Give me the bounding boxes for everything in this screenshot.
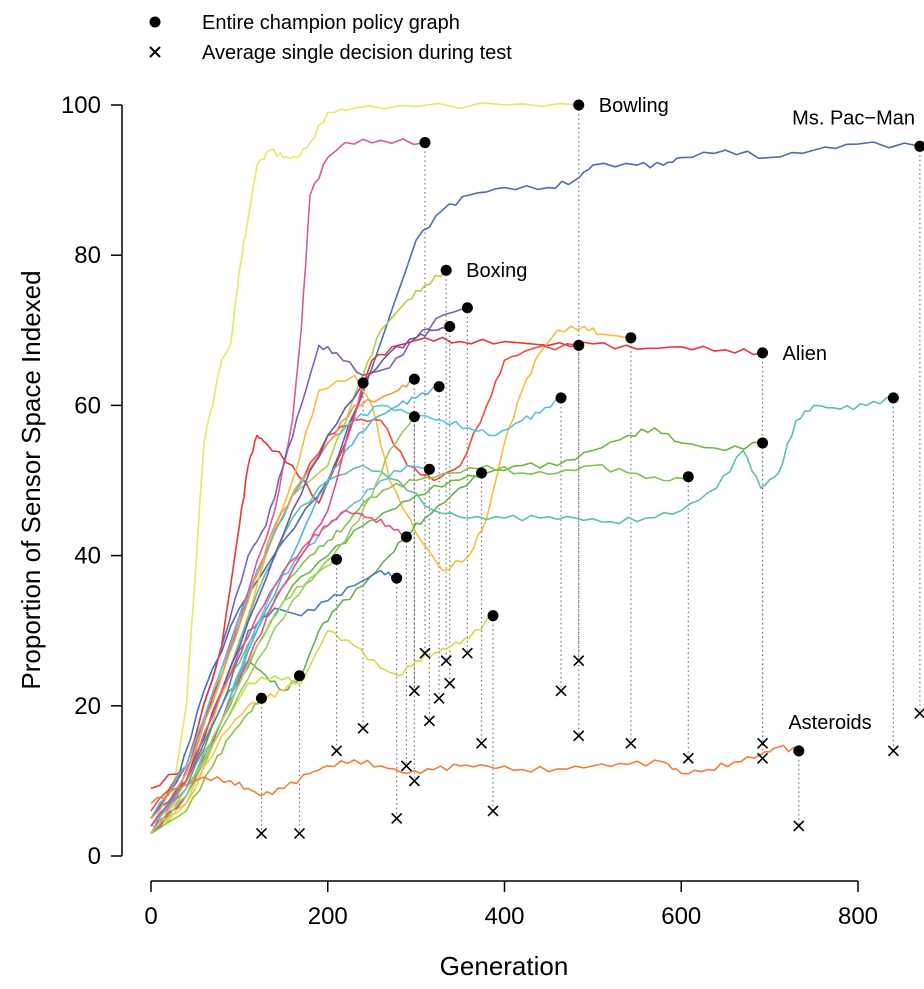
annotation-label: Bowling <box>599 95 669 117</box>
champion-graph-dot <box>408 373 420 385</box>
series-line <box>150 101 579 828</box>
single-decision-cross <box>440 655 452 667</box>
series-line <box>150 325 631 835</box>
champion-graph-dot <box>408 411 420 423</box>
series-lines <box>150 101 921 835</box>
champion-graph-dot <box>461 302 473 314</box>
series-line <box>150 397 562 819</box>
annotation-label: Alien <box>783 343 827 365</box>
series-line <box>150 744 800 804</box>
series-line <box>150 336 763 790</box>
single-decision-cross <box>487 805 499 817</box>
single-decision-cross <box>293 827 306 840</box>
single-decision-cross <box>255 827 268 840</box>
champion-graph-dot <box>555 392 567 404</box>
y-tick-label: 60 <box>74 392 101 419</box>
drop-lines <box>260 105 921 834</box>
single-decision-cross <box>400 760 412 772</box>
champion-graph-dot <box>433 381 445 393</box>
x-tick-label: 400 <box>484 903 524 930</box>
single-decision-cross <box>391 812 403 825</box>
y-tick-label: 20 <box>74 693 101 720</box>
champion-graph-dot <box>331 553 343 565</box>
single-decision-cross <box>682 752 694 764</box>
axes: 0 200 400 600 800 0 20 40 60 80 100 <box>61 92 878 930</box>
annotations: Bowling Ms. Pac−Man Boxing Alien Asteroids <box>466 95 915 734</box>
single-decision-cross <box>793 820 805 832</box>
champion-graph-dot <box>573 99 585 111</box>
champion-graph-dot <box>357 377 369 389</box>
champion-graph-dot <box>573 339 585 351</box>
single-decision-cross <box>433 692 445 704</box>
legend-label: Entire champion policy graph <box>202 12 460 34</box>
series-line <box>150 138 426 834</box>
champion-graph-dot <box>476 467 488 479</box>
single-decision-cross <box>475 737 488 749</box>
series-line <box>150 141 921 819</box>
x-tick-label: 0 <box>144 903 157 930</box>
single-decision-cross <box>423 715 435 727</box>
single-decision-cross <box>419 647 431 659</box>
single-decision-cross <box>408 775 420 787</box>
single-decision-cross <box>408 685 420 697</box>
y-tick-label: 100 <box>61 92 101 119</box>
single-decision-cross <box>756 737 769 749</box>
series-line <box>150 569 397 819</box>
champion-graph-dot <box>419 137 431 149</box>
champion-graph-dot <box>400 531 412 543</box>
series-line <box>150 378 415 820</box>
single-decision-cross <box>573 730 585 742</box>
y-tick-label: 40 <box>74 543 101 570</box>
annotation-label: Boxing <box>466 260 527 282</box>
champion-graph-dot <box>440 264 452 276</box>
annotation-label: Asteroids <box>788 712 871 734</box>
single-decision-cross <box>555 685 567 697</box>
champion-graph-dot <box>793 745 805 757</box>
single-decision-cross <box>461 647 473 659</box>
single-decision-cross <box>887 745 899 757</box>
single-decision-cross <box>331 745 343 757</box>
champion-graph-dot <box>423 463 435 475</box>
single-decision-cross <box>573 655 585 667</box>
series-line <box>150 472 482 827</box>
x-tick-label: 800 <box>838 903 878 930</box>
legend-label: Average single decision during test <box>202 42 512 64</box>
legend-cross-marker <box>149 46 161 58</box>
legend-dot-marker <box>149 16 161 28</box>
y-tick-label: 80 <box>74 242 101 269</box>
champion-graph-dot <box>293 670 305 682</box>
x-tick-label: 200 <box>308 903 348 930</box>
champion-graph-dot <box>887 392 899 404</box>
annotation-label: Ms. Pac−Man <box>792 107 915 129</box>
series-line <box>150 343 579 812</box>
single-decision-cross <box>756 752 769 764</box>
champion-graph-dot <box>757 347 769 359</box>
champion-graph-dot <box>487 610 499 622</box>
x-tick-label: 600 <box>661 903 701 930</box>
markers <box>255 99 924 840</box>
champion-graph-dot <box>391 572 403 584</box>
champion-graph-dot <box>914 140 924 152</box>
champion-graph-dot <box>682 471 694 483</box>
single-decision-cross <box>444 677 456 689</box>
x-axis-title: Generation <box>440 951 569 981</box>
champion-graph-dot <box>625 332 637 344</box>
y-axis-title: Proportion of Sensor Space Indexed <box>16 270 46 689</box>
single-decision-cross <box>625 737 637 749</box>
y-tick-label: 0 <box>88 843 101 870</box>
series-line <box>150 697 263 835</box>
single-decision-cross <box>357 722 369 734</box>
champion-graph-dot <box>757 437 769 449</box>
champion-graph-dot <box>255 692 267 704</box>
legend: Entire champion policy graph Average sing… <box>149 12 512 64</box>
series-line <box>150 396 894 827</box>
champion-graph-dot <box>444 321 456 333</box>
single-decision-cross <box>914 707 924 719</box>
series-line <box>150 675 300 835</box>
series-line <box>150 558 338 834</box>
